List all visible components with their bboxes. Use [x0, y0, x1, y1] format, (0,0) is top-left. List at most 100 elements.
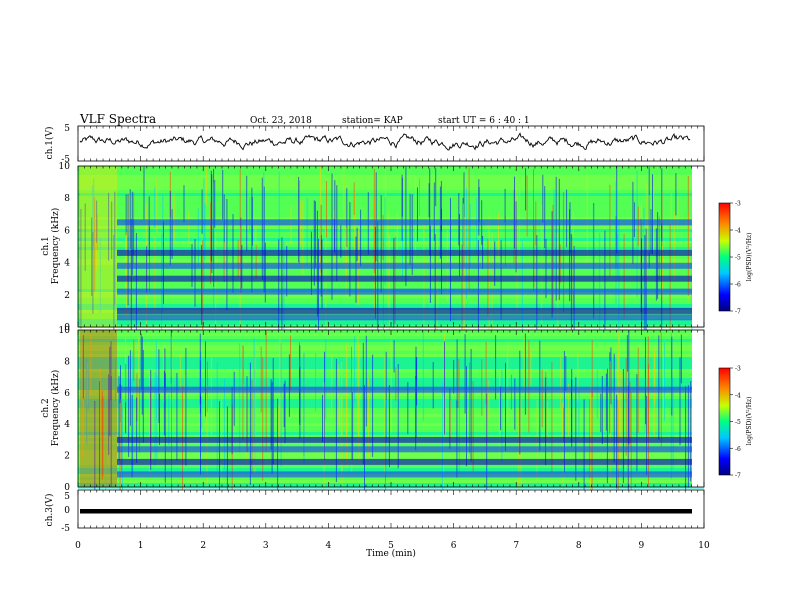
spectrogram-row	[78, 214, 704, 217]
spectrogram-streak	[514, 176, 515, 249]
spectrogram-streak	[128, 355, 130, 457]
spectrogram-streak	[90, 333, 92, 395]
spectrogram-streak	[243, 346, 244, 384]
spectrogram-streak	[569, 202, 571, 253]
spectrogram-streak	[182, 386, 183, 504]
spectrogram-streak	[477, 240, 479, 357]
spectrogram-streak	[114, 233, 116, 314]
spectrogram-row	[78, 226, 704, 229]
spectrogram-streak	[135, 233, 137, 338]
spectrogram-streak	[246, 376, 248, 452]
spectrogram-streak	[272, 358, 274, 465]
spectrogram-streak	[382, 215, 384, 261]
ch2-channel-label: ch.2	[41, 398, 51, 417]
spectrogram-streak	[621, 373, 623, 441]
spectrogram-streak	[108, 192, 110, 261]
spectrogram-streak	[210, 202, 212, 284]
spectrogram-streak	[368, 378, 369, 458]
spectrogram-row	[78, 244, 704, 247]
spectrogram-streak	[514, 378, 516, 430]
spectrogram-streak	[233, 371, 235, 426]
spectrogram-streak	[353, 182, 355, 216]
spectrogram-row	[78, 453, 704, 456]
spectrogram-streak	[458, 367, 460, 474]
spectrogram-row	[78, 184, 704, 187]
spectrogram-streak	[111, 201, 113, 260]
spectrogram-streak	[604, 230, 606, 345]
spectrogram-row	[78, 486, 704, 489]
spectrogram-streak	[618, 219, 620, 329]
spectrogram-streak	[149, 370, 151, 475]
spectrogram-row	[78, 175, 704, 178]
colorbar-tick-label: -6	[735, 446, 741, 453]
spectrogram-streak	[495, 335, 497, 400]
spectrogram-streak	[545, 377, 547, 466]
spectrogram-streak	[636, 374, 638, 472]
spectrogram-streak	[179, 354, 181, 392]
spectrogram-streak	[499, 369, 501, 462]
spectrogram-streak	[605, 373, 607, 431]
spectrogram-streak	[555, 176, 557, 301]
spectrogram-streak	[384, 356, 386, 474]
spectrogram-streak	[210, 357, 212, 435]
spectrogram-streak	[525, 168, 527, 211]
spectrogram-streak	[143, 166, 145, 220]
spectrogram-row	[78, 301, 704, 304]
spectrogram-streak	[596, 370, 598, 419]
spectrogram-ytick: 4	[64, 259, 70, 269]
spectrogram-row	[78, 196, 704, 199]
spectrogram-streak	[108, 374, 110, 455]
spectrogram-streak	[434, 234, 436, 361]
spectrogram-streak	[500, 386, 501, 430]
spectrogram-streak	[615, 181, 617, 304]
spectrogram-row	[78, 456, 704, 459]
spectrogram-streak	[488, 380, 490, 421]
spectrogram-streak	[331, 173, 333, 300]
spectrogram-streak	[558, 178, 560, 301]
spectrogram-streak	[466, 366, 467, 467]
spectrogram-streak	[616, 166, 618, 254]
spectrogram-row	[78, 238, 704, 241]
spectrogram-streak	[96, 214, 98, 251]
spectrogram-streak	[346, 188, 348, 248]
spectrogram-streak	[417, 187, 418, 242]
spectrogram-streak	[129, 189, 131, 249]
spectrogram-band	[117, 458, 692, 465]
spectrogram-streak	[626, 335, 628, 372]
ch3-ytick-bottom: -5	[61, 524, 70, 534]
spectrogram-streak	[142, 350, 144, 443]
ch2-colorbar-label: log(PSD)(V²/Hz)	[746, 397, 753, 446]
x-tick-label: 10	[698, 541, 710, 551]
spectrogram-streak	[505, 362, 506, 451]
spectrogram-streak	[133, 339, 135, 381]
spectrogram-streak	[401, 174, 403, 241]
spectrogram-streak	[224, 378, 226, 470]
spectrogram-streak	[146, 246, 148, 293]
spectrogram-streak	[95, 225, 97, 271]
spectrogram-streak	[283, 383, 285, 427]
spectrogram-streak	[158, 349, 160, 423]
spectrogram-streak	[637, 206, 639, 247]
spectrogram-streak	[375, 220, 377, 262]
spectrogram-streak	[507, 341, 509, 426]
spectrogram-streak	[622, 369, 624, 483]
spectrogram-streak	[125, 195, 127, 295]
colorbar-tick-label: -7	[735, 309, 741, 316]
spectrogram-streak	[290, 335, 291, 391]
spectrogram-row	[78, 274, 704, 277]
spectrogram-streak	[154, 187, 156, 228]
x-tick-label: 8	[576, 541, 582, 551]
spectrogram-streak	[99, 367, 101, 437]
spectrogram-streak	[563, 407, 565, 442]
spectrogram-streak	[575, 377, 577, 481]
spectrogram-streak	[645, 336, 646, 425]
spectrogram-streak	[216, 362, 218, 472]
spectrogram-streak	[351, 346, 352, 460]
x-axis-label: Time (min)	[366, 548, 416, 559]
ch1-spectrogram-yticks: 0 2 4 6 8 10	[59, 162, 71, 333]
spectrogram-streak	[163, 352, 165, 403]
spectrogram-streak	[148, 196, 150, 256]
spectrogram-streak	[136, 373, 138, 422]
spectrogram-row	[78, 271, 704, 274]
spectrogram-streak	[168, 394, 170, 446]
